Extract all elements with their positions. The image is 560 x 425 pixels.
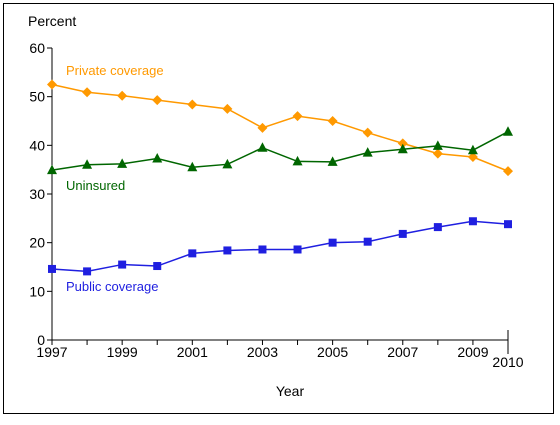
series-markers	[47, 79, 513, 276]
point-public-coverage	[363, 237, 372, 246]
point-private-coverage	[292, 111, 303, 122]
point-public-coverage	[153, 262, 162, 271]
point-uninsured	[327, 156, 338, 166]
series-line-public-coverage	[51, 220, 509, 273]
y-tick-label: 30	[29, 186, 45, 202]
point-public-coverage	[433, 223, 442, 232]
point-uninsured	[362, 147, 373, 157]
point-public-coverage	[118, 260, 127, 269]
y-tick-label: 0	[37, 332, 45, 348]
point-public-coverage	[328, 238, 337, 247]
point-uninsured	[397, 143, 408, 154]
point-public-coverage	[398, 229, 407, 238]
series-line-uninsured	[51, 131, 509, 171]
point-uninsured	[47, 164, 57, 175]
point-uninsured	[152, 152, 163, 163]
point-uninsured	[257, 142, 268, 152]
axes: 0 10 20 30 40 50 60 1997 1999 2001 2003 2005 2007 200…	[29, 40, 523, 370]
y-tick-label: 10	[29, 283, 45, 299]
point-public-coverage	[48, 264, 56, 273]
point-private-coverage	[503, 166, 513, 177]
point-public-coverage	[223, 246, 232, 255]
y-tick-label: 20	[29, 235, 45, 251]
point-public-coverage	[468, 217, 477, 226]
point-private-coverage	[47, 79, 57, 90]
point-private-coverage	[362, 127, 373, 138]
point-uninsured	[432, 140, 443, 150]
x-tick-label: 2001	[177, 344, 208, 360]
x-axis-label: Year	[276, 383, 305, 399]
x-tick-label: 2005	[317, 344, 348, 360]
point-public-coverage	[188, 249, 197, 258]
x-tick-label: 2003	[247, 344, 278, 360]
y-axis-label: Percent	[28, 13, 76, 29]
point-uninsured	[467, 144, 478, 155]
x-tick-label: 2007	[387, 344, 418, 360]
x-tick-label: 1999	[107, 344, 138, 360]
point-uninsured	[292, 155, 303, 166]
y-tick-label: 60	[29, 40, 45, 56]
point-private-coverage	[152, 95, 163, 106]
x-tick-label: 2009	[457, 344, 488, 360]
series-line-private-coverage	[51, 83, 509, 172]
point-public-coverage	[258, 245, 267, 254]
point-uninsured	[82, 159, 93, 169]
series-label-uninsured: Uninsured	[66, 178, 125, 193]
point-private-coverage	[222, 103, 233, 114]
point-uninsured	[187, 161, 198, 172]
point-private-coverage	[187, 99, 198, 110]
series-label-public-coverage: Public coverage	[66, 279, 159, 294]
series-label-private-coverage: Private coverage	[66, 63, 164, 78]
point-public-coverage	[504, 220, 512, 229]
point-private-coverage	[397, 138, 408, 149]
point-uninsured	[117, 158, 128, 168]
point-uninsured	[222, 158, 233, 169]
point-private-coverage	[117, 90, 128, 101]
point-private-coverage	[432, 148, 443, 159]
series-lines	[51, 83, 509, 273]
labels: Percent Year Private coverage Uninsured Pu…	[28, 13, 304, 399]
y-tick-label: 40	[29, 137, 45, 153]
point-public-coverage	[293, 245, 302, 254]
point-public-coverage	[83, 267, 92, 276]
point-uninsured	[503, 126, 513, 136]
x-tick-label: 1997	[36, 344, 67, 360]
point-private-coverage	[467, 152, 478, 163]
y-tick-label: 50	[29, 89, 45, 105]
point-private-coverage	[82, 87, 93, 98]
x-tick-label: 2010	[492, 354, 523, 370]
point-private-coverage	[327, 116, 338, 126]
point-private-coverage	[257, 122, 268, 133]
chart-frame	[3, 3, 554, 414]
